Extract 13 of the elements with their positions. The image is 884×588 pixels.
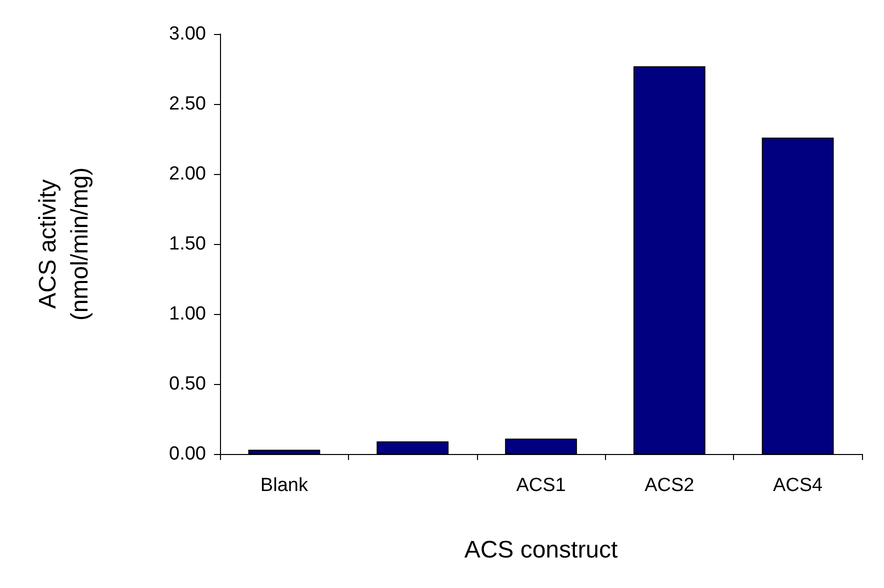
y-tick-label: 2.00 xyxy=(169,164,206,184)
x-tick-label: ACS1 xyxy=(516,475,566,496)
y-axis-title: ACS activity (nmol/min/mg) xyxy=(34,167,94,321)
y-tick-label: 0.00 xyxy=(169,444,206,464)
x-axis-title: ACS construct xyxy=(464,536,618,564)
x-tick-label: Blank xyxy=(260,475,308,496)
x-tick-label: ACS2 xyxy=(644,475,694,496)
y-tick-label: 0.50 xyxy=(169,374,206,394)
y-tick-label: 3.00 xyxy=(169,24,206,44)
x-tick-label: ACS4 xyxy=(772,475,824,496)
y-tick-label: 1.50 xyxy=(169,234,206,254)
y-tick-label: 2.50 xyxy=(169,94,206,114)
y-tick-label: 1.00 xyxy=(169,304,206,324)
